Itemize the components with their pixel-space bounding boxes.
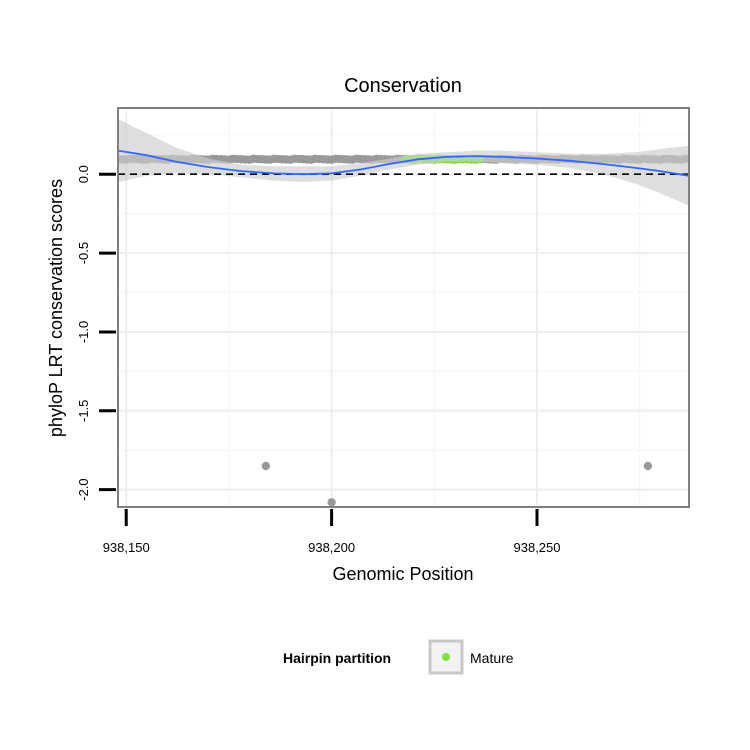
legend-entry-mature: Mature	[470, 650, 514, 666]
chart-title: Conservation	[344, 75, 462, 97]
plot-area: 938,150 938,200 938,250 0.0 -0.5 -1.0 -1.5 -2.0	[76, 107, 690, 555]
point-outlier	[643, 461, 653, 471]
y-axis-label: phyloP LRT conservation scores	[46, 179, 66, 437]
x-tick-label: 938,250	[514, 540, 561, 555]
x-tick-label: 938,150	[103, 540, 150, 555]
smooth-fit-line	[118, 149, 689, 177]
y-tick-label: -1.5	[76, 400, 91, 422]
y-tick-label: -2.0	[76, 478, 91, 500]
y-tick-label: -1.0	[76, 321, 91, 343]
x-axis-label: Genomic Position	[332, 564, 473, 584]
data-layer	[118, 119, 689, 507]
x-tick-label: 938,200	[308, 540, 355, 555]
legend: Hairpin partition Mature	[283, 639, 514, 675]
legend-title: Hairpin partition	[283, 650, 391, 666]
legend-mature-dot	[442, 653, 450, 661]
point-outlier	[261, 461, 271, 471]
y-tick-label: -0.5	[76, 242, 91, 264]
plot-border	[117, 107, 690, 508]
point-outlier	[327, 498, 336, 507]
y-tick-label: 0.0	[76, 165, 91, 183]
